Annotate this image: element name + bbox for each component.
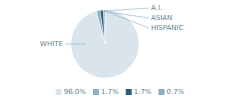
- legend-item: 96.0%: [56, 88, 87, 96]
- slice-label: A.I.: [151, 4, 162, 12]
- legend-item: 1.7%: [126, 88, 152, 96]
- legend-label: 96.0%: [64, 88, 87, 96]
- legend-item: 1.7%: [93, 88, 119, 96]
- legend-label: 1.7%: [134, 88, 152, 96]
- legend-swatch: [159, 89, 165, 95]
- leader-line: [104, 11, 149, 28]
- legend-label: 1.7%: [101, 88, 119, 96]
- legend-label: 0.7%: [167, 88, 185, 96]
- leader-line: [65, 44, 86, 45]
- slice-label: HISPANIC: [151, 24, 184, 32]
- leader-line: [102, 11, 149, 18]
- slice-labels: WHITE A.I. ASIAN HISPANIC: [40, 4, 184, 48]
- legend: 96.0% 1.7% 1.7% 0.7%: [56, 88, 185, 96]
- chart: WHITE A.I. ASIAN HISPANIC 96.0% 1.7% 1.7% 0.7%: [0, 0, 240, 100]
- leader-line: [98, 8, 149, 11]
- pie-slice: [104, 10, 105, 44]
- legend-swatch: [126, 89, 132, 95]
- legend-swatch: [93, 89, 99, 95]
- pie-slice: [96, 10, 105, 44]
- slice-label: WHITE: [40, 40, 63, 48]
- pie-slice: [100, 10, 105, 44]
- slice-label: ASIAN: [151, 14, 172, 22]
- legend-item: 0.7%: [159, 88, 185, 96]
- legend-swatch: [56, 89, 62, 95]
